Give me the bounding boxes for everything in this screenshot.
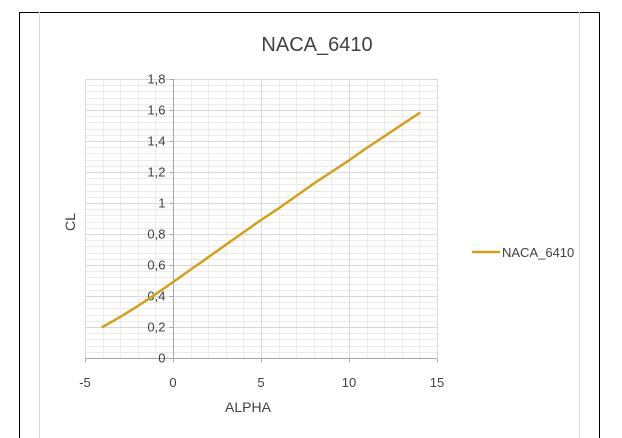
x-tick-label: 10: [342, 375, 356, 390]
legend[interactable]: NACA_6410: [472, 245, 574, 260]
y-tick-label: 0,2: [147, 320, 165, 335]
x-tick-label: 0: [169, 375, 176, 390]
y-tick-label: 1,4: [147, 134, 165, 149]
y-axis-title: CL: [62, 213, 78, 231]
y-tick-labels: 0 0,2 0,4 0,6 0,8 1 1,2 1,4 1,6 1,8: [147, 72, 165, 366]
x-tick-label: 15: [430, 375, 444, 390]
y-tick-label: 0: [158, 351, 165, 366]
y-tick-label: 0,8: [147, 227, 165, 242]
series-line-0: [101, 111, 421, 329]
y-tick-label: 1,2: [147, 165, 165, 180]
y-tick-label: 0,4: [147, 289, 165, 304]
x-tick-label: 5: [257, 375, 264, 390]
chart-title: NACA_6410: [261, 34, 372, 56]
series-layer: [101, 111, 421, 329]
y-tick-label: 1: [158, 196, 165, 211]
x-tick-label: -5: [79, 375, 91, 390]
x-tick-labels: -5 0 5 10 15: [79, 375, 444, 390]
axes: [85, 79, 438, 363]
x-axis-title: ALPHA: [225, 399, 272, 415]
y-tick-label: 0,6: [147, 258, 165, 273]
y-tick-label: 1,6: [147, 103, 165, 118]
legend-label: NACA_6410: [502, 245, 574, 260]
y-tick-label: 1,8: [147, 72, 165, 87]
